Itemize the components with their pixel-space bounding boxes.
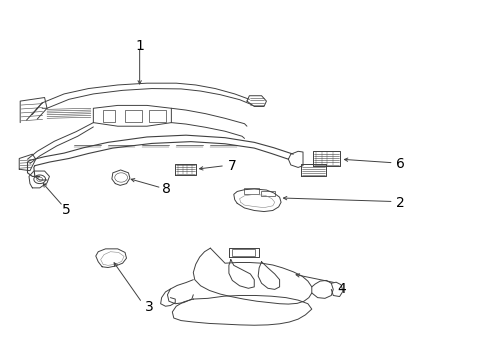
Polygon shape	[243, 188, 259, 194]
Polygon shape	[232, 249, 255, 256]
Text: 3: 3	[145, 300, 154, 314]
Polygon shape	[149, 110, 165, 122]
Polygon shape	[125, 110, 142, 122]
Text: 8: 8	[162, 182, 171, 196]
Text: 4: 4	[337, 282, 346, 296]
Polygon shape	[260, 191, 274, 196]
Text: 5: 5	[62, 203, 71, 217]
Text: 6: 6	[395, 157, 404, 171]
Text: 1: 1	[135, 39, 144, 53]
Polygon shape	[103, 110, 115, 122]
Text: 7: 7	[227, 159, 236, 173]
Text: 2: 2	[395, 196, 404, 210]
